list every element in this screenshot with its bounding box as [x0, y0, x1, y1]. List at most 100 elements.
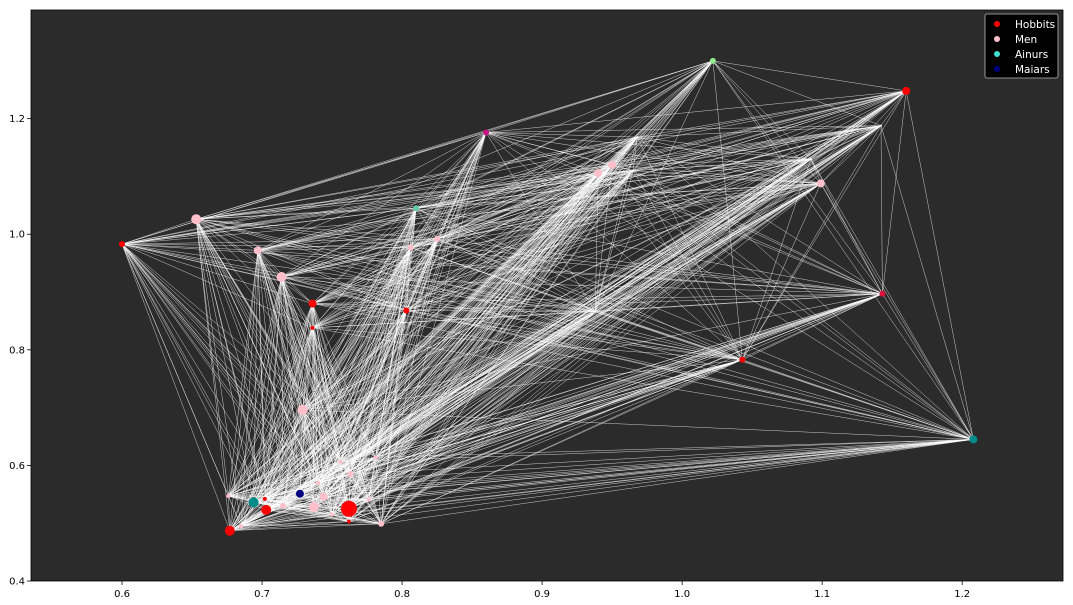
- network-edge: [229, 310, 407, 531]
- network-edge: [312, 327, 315, 508]
- network-edge: [368, 499, 382, 524]
- network-node: [308, 502, 319, 512]
- network-edge: [229, 439, 974, 531]
- network-node: [608, 160, 617, 169]
- network-node: [969, 435, 978, 444]
- network-edge: [121, 218, 197, 245]
- network-node: [378, 520, 385, 527]
- network-edge: [121, 207, 417, 245]
- network-edge: [348, 457, 376, 509]
- network-edge: [299, 439, 974, 494]
- legend-label: Hobbits: [1015, 19, 1055, 31]
- network-edge: [281, 172, 599, 278]
- network-edge: [195, 219, 267, 510]
- x-tick-label: 1.2: [954, 589, 970, 600]
- network-edge: [240, 276, 282, 527]
- network-edge: [281, 276, 743, 360]
- legend-marker: [994, 51, 1000, 57]
- network-edge: [196, 218, 258, 251]
- network-node: [119, 241, 125, 248]
- network-edge: [299, 164, 613, 494]
- network-edge: [281, 276, 341, 462]
- network-node: [407, 244, 414, 251]
- network-edge: [121, 243, 341, 463]
- network-edge: [196, 132, 487, 220]
- network-edge: [264, 498, 284, 507]
- network-edge: [637, 125, 882, 138]
- network-edge: [229, 409, 303, 531]
- network-edge: [281, 207, 417, 278]
- network-edge: [416, 183, 821, 209]
- network-edge: [348, 183, 821, 522]
- network-edge: [632, 170, 974, 440]
- network-edge: [340, 457, 376, 463]
- network-edge: [416, 207, 974, 440]
- network-edge: [416, 172, 599, 209]
- network-edge: [257, 250, 341, 462]
- network-edge: [228, 409, 303, 497]
- network-edge: [196, 218, 743, 360]
- network-node: [483, 129, 490, 136]
- network-node: [413, 205, 420, 212]
- network-edge: [437, 238, 883, 295]
- network-edge: [195, 219, 341, 463]
- network-edge: [348, 521, 382, 525]
- x-tick-label: 1.1: [814, 589, 830, 600]
- network-edge: [253, 502, 382, 525]
- network-edge: [416, 164, 613, 209]
- network-node: [261, 504, 272, 515]
- network-edge: [228, 172, 599, 497]
- network-edge: [253, 461, 341, 503]
- network-edge: [313, 170, 634, 508]
- network-edge: [196, 183, 821, 220]
- network-edge: [282, 409, 303, 506]
- network-edge: [265, 276, 282, 510]
- network-edge: [905, 90, 974, 440]
- network-edge: [416, 125, 882, 209]
- network-edge: [228, 493, 300, 497]
- network-edge: [121, 243, 313, 304]
- network-edge: [368, 457, 376, 500]
- network-edge: [302, 170, 634, 411]
- network-edge: [281, 276, 883, 295]
- network-edge: [312, 247, 411, 304]
- network-edge: [595, 164, 613, 312]
- y-axis: 0.4 0.6 0.8 1.0 1.2: [9, 114, 31, 588]
- network-edge: [121, 243, 267, 511]
- network-edge: [253, 247, 411, 503]
- network-edge: [121, 125, 882, 245]
- network-edge: [228, 250, 259, 497]
- network-edge: [196, 170, 634, 220]
- network-edge: [282, 327, 313, 506]
- network-edge: [331, 461, 341, 515]
- network-edge: [597, 172, 743, 360]
- network-edge: [253, 183, 821, 503]
- network-edge: [380, 158, 812, 524]
- network-edge: [313, 293, 883, 508]
- network-edge: [302, 293, 883, 411]
- network-edge: [282, 499, 369, 507]
- network-edge: [312, 303, 333, 515]
- x-tick-label: 0.8: [394, 589, 410, 600]
- network-edge: [637, 136, 812, 160]
- network-edge: [257, 250, 743, 360]
- network-edge: [312, 327, 376, 458]
- network-edge: [299, 409, 303, 494]
- network-edge: [415, 132, 487, 209]
- network-edge: [240, 327, 313, 527]
- network-edge: [121, 238, 438, 245]
- network-edge: [882, 293, 974, 440]
- network-node: [632, 169, 635, 172]
- plot-area: [31, 10, 1063, 581]
- network-edge: [406, 158, 812, 311]
- network-edge: [121, 243, 743, 360]
- network-edge: [810, 159, 822, 184]
- network-edge: [485, 132, 743, 360]
- network-edge: [266, 508, 349, 511]
- network-edge: [415, 207, 743, 360]
- network-edge: [312, 164, 613, 304]
- legend-marker: [994, 36, 1000, 42]
- network-edge: [229, 303, 313, 531]
- network-edge: [264, 327, 313, 499]
- network-node: [262, 496, 267, 501]
